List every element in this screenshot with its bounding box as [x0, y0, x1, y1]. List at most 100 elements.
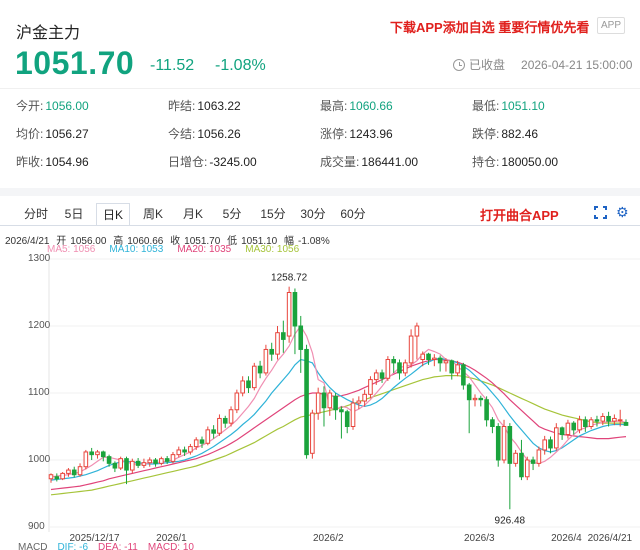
stat-cell: 今结: 1056.26 [168, 125, 241, 142]
candle-body [83, 451, 89, 468]
app-badge[interactable]: APP [597, 17, 626, 34]
kline-chart[interactable]: 1258.72 926.48 [0, 252, 640, 542]
section-divider [0, 188, 640, 196]
tab-4[interactable]: 月K [182, 207, 203, 221]
kline-open-label: 开 [56, 236, 67, 247]
stat-cell: 持仓: 180050.00 [472, 153, 558, 170]
candle-body [48, 474, 54, 480]
stat-label: 成交量: [320, 155, 360, 169]
x-tick-label: 2026/1 [156, 533, 187, 544]
tab-8[interactable]: 60分 [340, 207, 366, 221]
candle-body [437, 357, 443, 364]
candle-body [153, 459, 158, 464]
candle-body [106, 456, 112, 464]
stat-value: 1056.00 [45, 99, 89, 113]
candle-body [310, 412, 315, 454]
candle-body [344, 411, 350, 427]
candle-body [89, 451, 94, 456]
stat-label: 今开: [16, 99, 44, 113]
candle-body [478, 397, 484, 401]
stat-value: 1243.96 [349, 127, 393, 141]
kline-low: 1051.10 [241, 236, 278, 247]
quote-stats: 今开: 1056.00 昨结: 1063.22 最高: 1060.66 最低: 1051.10… [0, 88, 640, 180]
macd-legend-item: DEA: -11 [98, 542, 138, 550]
candle-body [536, 449, 542, 464]
candle-body [391, 359, 396, 364]
candle-body [565, 422, 571, 436]
candle-body [281, 332, 286, 340]
candle-body [426, 353, 431, 360]
quote-header: 沪金主力 下载APP添加自选 重要行情优先看 APP 1051.70 -11.5… [0, 0, 640, 88]
ma-legend-item: MA30: 1056 [245, 244, 300, 255]
stat-cell: 今开: 1056.00 [16, 97, 89, 114]
candle-body [95, 451, 100, 456]
candle-body [159, 458, 164, 464]
stat-cell: 最高: 1060.66 [320, 97, 393, 114]
open-app-link[interactable]: 打开曲合APP [480, 208, 559, 223]
candle-body [246, 380, 251, 389]
candle-body [472, 397, 478, 401]
candle-body [519, 452, 524, 478]
candle-body [228, 409, 234, 424]
stat-label: 最低: [472, 99, 500, 113]
tab-7[interactable]: 30分 [300, 207, 326, 221]
candle-body [251, 365, 257, 389]
kline-open: 1056.00 [70, 236, 107, 247]
candle-body [164, 458, 170, 462]
kline-date: 2026/4/21 [5, 236, 50, 247]
candle-body [292, 292, 298, 327]
candle-body [217, 417, 222, 434]
stat-cell: 成交量: 186441.00 [320, 153, 418, 170]
download-app-promo[interactable]: 下载APP添加自选 重要行情优先看 [390, 20, 590, 35]
candle-body [257, 365, 263, 374]
candle-body [443, 360, 449, 364]
candle-body [577, 419, 582, 431]
kline-low-label: 低 [227, 236, 238, 247]
stat-value: 1063.22 [197, 99, 241, 113]
stat-label: 日增仓: [168, 155, 208, 169]
stat-label: 昨收: [16, 155, 44, 169]
ma-legend: MA5: 1056 MA10: 1053 MA20: 1035 MA30: 1056 [47, 244, 313, 255]
clock-icon [453, 58, 465, 71]
candle-body [432, 357, 437, 361]
candle-body [513, 452, 518, 464]
gear-icon[interactable]: ⚙ [616, 204, 629, 220]
stat-value: 1056.26 [197, 127, 241, 141]
tab-5[interactable]: 5分 [222, 207, 242, 221]
candle-body [54, 476, 60, 480]
candle-body [286, 292, 292, 337]
candle-body [275, 332, 280, 355]
stat-label: 涨停: [320, 127, 348, 141]
tab-0[interactable]: 分时 [23, 207, 48, 221]
stat-value: 882.46 [501, 127, 539, 141]
macd-legend-item: MACD: 10 [147, 542, 194, 550]
tab-3[interactable]: 周K [142, 207, 163, 221]
macd-legend-item: DIF: -6 [57, 542, 89, 550]
tab-1[interactable]: 5日 [64, 207, 84, 221]
ma20-line [50, 358, 627, 491]
price-change-pct: -1.08% [215, 57, 266, 74]
macd-legend: MACD DIF: -6 DEA: -11 MACD: 10 [18, 542, 204, 550]
kline-high-label: 高 [113, 236, 124, 247]
candle-body [461, 364, 466, 386]
stat-value: 1051.10 [501, 99, 545, 113]
stat-label: 最高: [320, 99, 348, 113]
kline-amp: -1.08% [298, 236, 330, 247]
candle-body [362, 393, 367, 402]
candle-body [368, 379, 373, 395]
candle-body [414, 325, 420, 337]
candle-body [327, 392, 333, 409]
candle-body [333, 395, 338, 411]
candle-body [449, 360, 455, 374]
tab-6[interactable]: 15分 [260, 207, 286, 221]
candle-body [583, 419, 588, 428]
tab-2[interactable]: 日K [96, 203, 130, 225]
ma-legend-item: MA10: 1053 [109, 244, 164, 255]
candle-body [617, 419, 623, 422]
fullscreen-icon[interactable] [594, 206, 607, 219]
kline-close: 1051.70 [184, 236, 221, 247]
high-annotation: 1258.72 [271, 273, 308, 284]
stat-value: 1056.27 [45, 127, 89, 141]
stat-cell: 昨结: 1063.22 [168, 97, 241, 114]
ma-legend-item: MA5: 1056 [47, 244, 96, 255]
